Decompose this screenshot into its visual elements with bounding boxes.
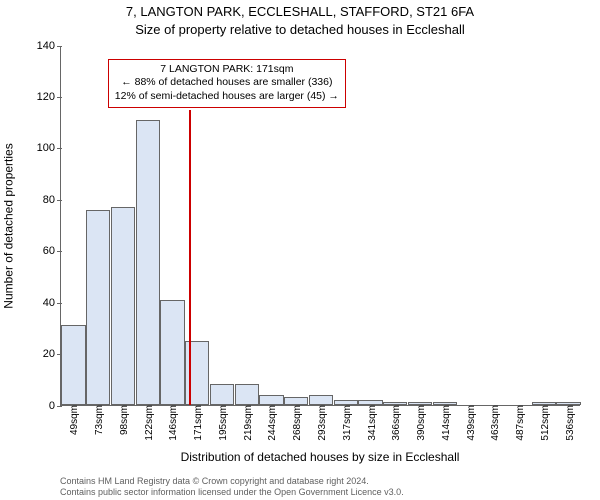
x-tick: 73sqm [91,405,105,435]
y-tick: 0 [49,400,61,412]
annotation-line-3: 12% of semi-detached houses are larger (… [115,90,339,104]
histogram-bar [284,397,308,405]
footer-line-2: Contains public sector information licen… [60,487,580,498]
x-tick: 390sqm [413,405,427,441]
y-axis-label: Number of detached properties [0,46,18,406]
x-tick: 317sqm [339,405,353,441]
x-tick: 268sqm [289,405,303,441]
histogram-bar [61,325,85,405]
x-axis-label: Distribution of detached houses by size … [60,450,580,464]
y-tick: 40 [43,297,61,309]
footer-attribution: Contains HM Land Registry data © Crown c… [60,476,580,498]
histogram-bar [309,395,333,405]
x-tick: 414sqm [438,405,452,441]
x-tick: 366sqm [388,405,402,441]
y-tick: 60 [43,245,61,257]
x-tick: 439sqm [463,405,477,441]
subject-marker-line [189,110,191,405]
x-tick: 244sqm [264,405,278,441]
x-tick: 49sqm [66,405,80,435]
histogram-bar [86,210,110,405]
annotation-box: 7 LANGTON PARK: 171sqm← 88% of detached … [108,59,346,108]
y-tick: 100 [37,142,61,154]
histogram-chart: 7, LANGTON PARK, ECCLESHALL, STAFFORD, S… [0,0,600,500]
histogram-bar [136,120,160,405]
x-tick: 122sqm [141,405,155,441]
histogram-bar [160,300,184,405]
x-tick: 512sqm [537,405,551,441]
histogram-bar [259,395,283,405]
x-tick: 171sqm [190,405,204,441]
x-tick: 219sqm [240,405,254,441]
chart-title-address: 7, LANGTON PARK, ECCLESHALL, STAFFORD, S… [0,4,600,19]
x-tick: 195sqm [215,405,229,441]
annotation-line-2: ← 88% of detached houses are smaller (33… [115,76,339,90]
x-tick: 487sqm [512,405,526,441]
y-tick: 140 [37,40,61,52]
x-tick: 463sqm [487,405,501,441]
plot-area: 02040608010012014049sqm73sqm98sqm122sqm1… [60,46,580,406]
y-tick: 120 [37,91,61,103]
y-tick: 80 [43,194,61,206]
histogram-bar [210,384,234,405]
histogram-bar [111,207,135,405]
y-tick: 20 [43,348,61,360]
x-tick: 536sqm [562,405,576,441]
x-tick: 146sqm [165,405,179,441]
footer-line-1: Contains HM Land Registry data © Crown c… [60,476,580,487]
x-tick: 98sqm [116,405,130,435]
x-tick: 293sqm [314,405,328,441]
x-tick: 341sqm [364,405,378,441]
histogram-bar [235,384,259,405]
annotation-line-1: 7 LANGTON PARK: 171sqm [115,63,339,77]
chart-title-subtitle: Size of property relative to detached ho… [0,22,600,37]
